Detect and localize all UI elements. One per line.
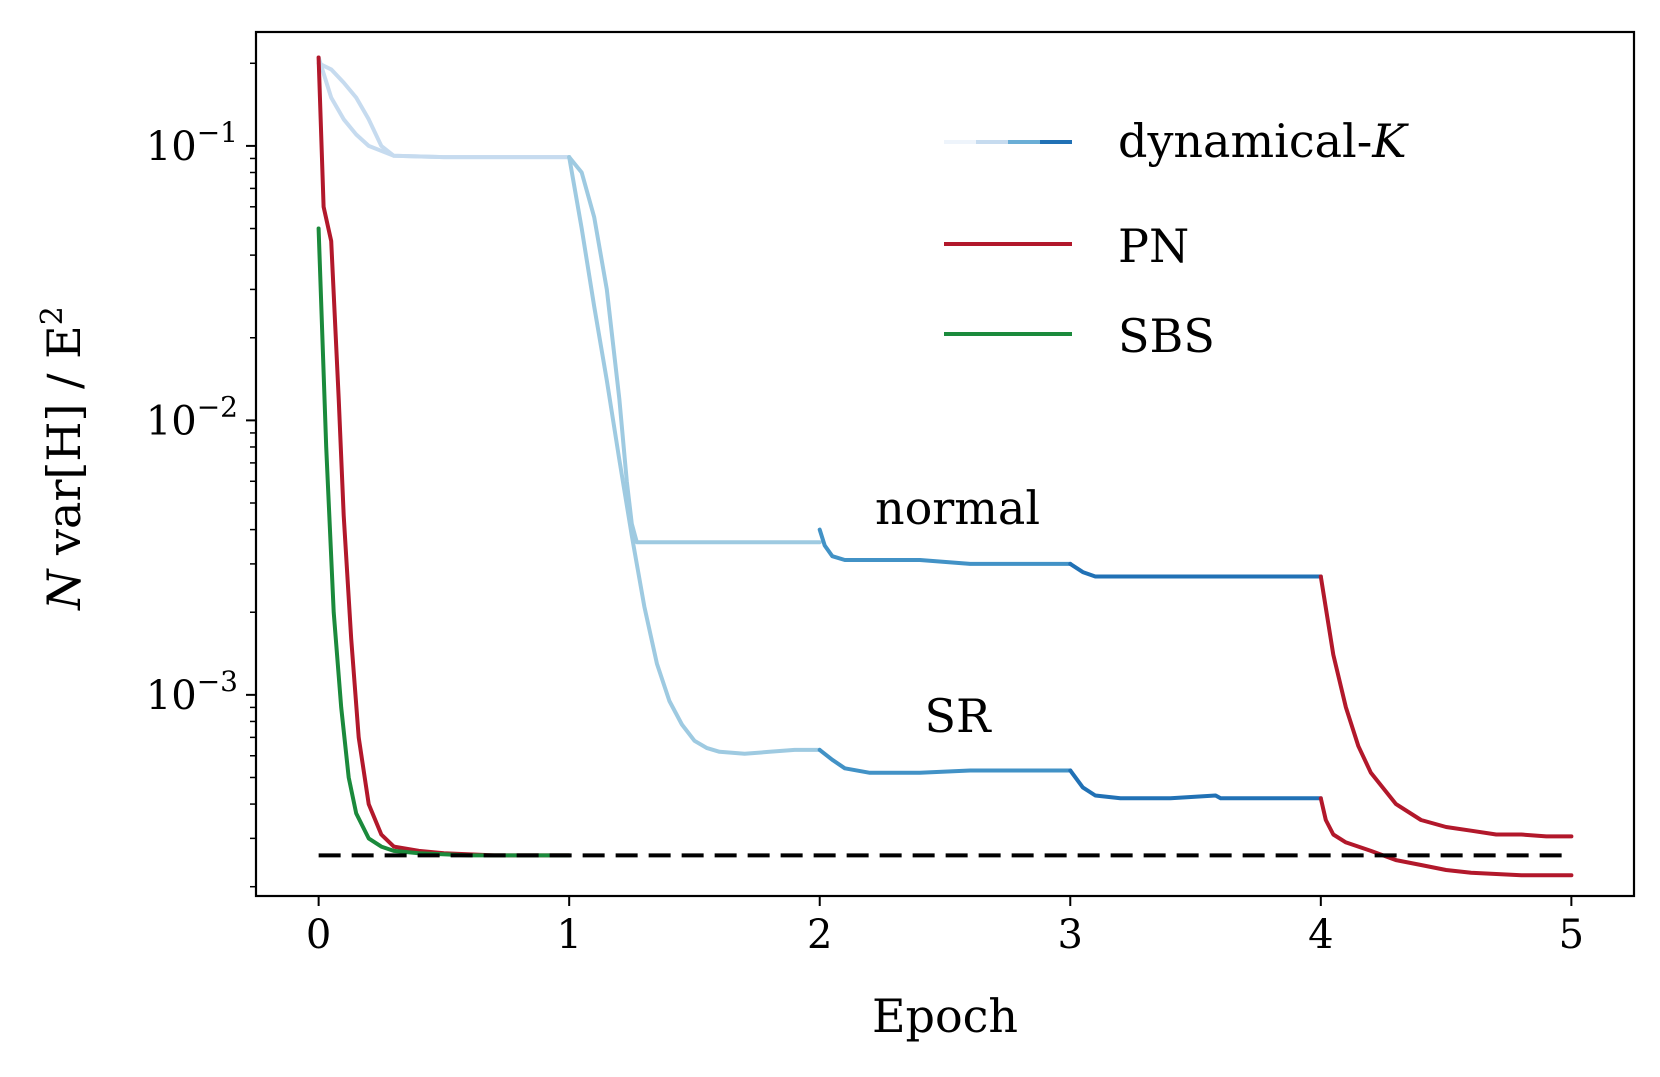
x-tick-label-3: 3: [1058, 912, 1083, 958]
series-line-1: [316, 55, 572, 160]
series-line-6: [1068, 561, 1323, 579]
x-tick-label-4: 4: [1308, 912, 1333, 958]
legend-label-sbs: SBS: [1118, 309, 1215, 363]
plot-frame: [254, 30, 1636, 898]
axis-ticks: 0 1 2 3 4 5 10−1 10−2 10−3: [146, 62, 1584, 958]
legend-entry-sbs: SBS: [944, 309, 1215, 363]
series-line-10: [1318, 796, 1574, 878]
y-axis-label: N var[H] / E2: [35, 306, 91, 611]
x-tick-label-1: 1: [556, 912, 581, 958]
series-line-4: [817, 527, 1073, 566]
y-tick-label-0: 10−1: [146, 116, 238, 170]
y-axis-label-n: N: [37, 568, 91, 611]
legend-label-pn: PN: [1118, 219, 1189, 273]
y-axis-label-rest: var[H] / E: [37, 325, 91, 569]
series-line-3: [567, 155, 822, 756]
annotation-normal: normal: [875, 481, 1040, 535]
x-tick-label-2: 2: [807, 912, 832, 958]
y-tick-label-2: 10−3: [146, 665, 238, 719]
legend-entry-dynamical-k: dynamical-K: [944, 114, 1409, 168]
x-tick-label-0: 0: [306, 912, 331, 958]
annotation-sr: SR: [924, 689, 992, 743]
x-axis-label: Epoch: [872, 989, 1018, 1043]
legend-entry-pn: PN: [944, 219, 1189, 273]
series-line-5: [817, 747, 1073, 775]
y-axis-label-sup: 2: [35, 306, 70, 325]
series-line-7: [1068, 768, 1323, 801]
legend-label-dynamical-k-text: dynamical-: [1118, 114, 1372, 168]
legend-label-k-italic: K: [1371, 114, 1409, 168]
y-tick-label-1: 10−2: [146, 390, 238, 444]
series-line-9: [1318, 574, 1574, 839]
legend-label-dynamical-k: dynamical-K: [1118, 114, 1409, 168]
x-tick-label-5: 5: [1559, 912, 1584, 958]
legend: dynamical-K PN SBS: [944, 114, 1409, 363]
